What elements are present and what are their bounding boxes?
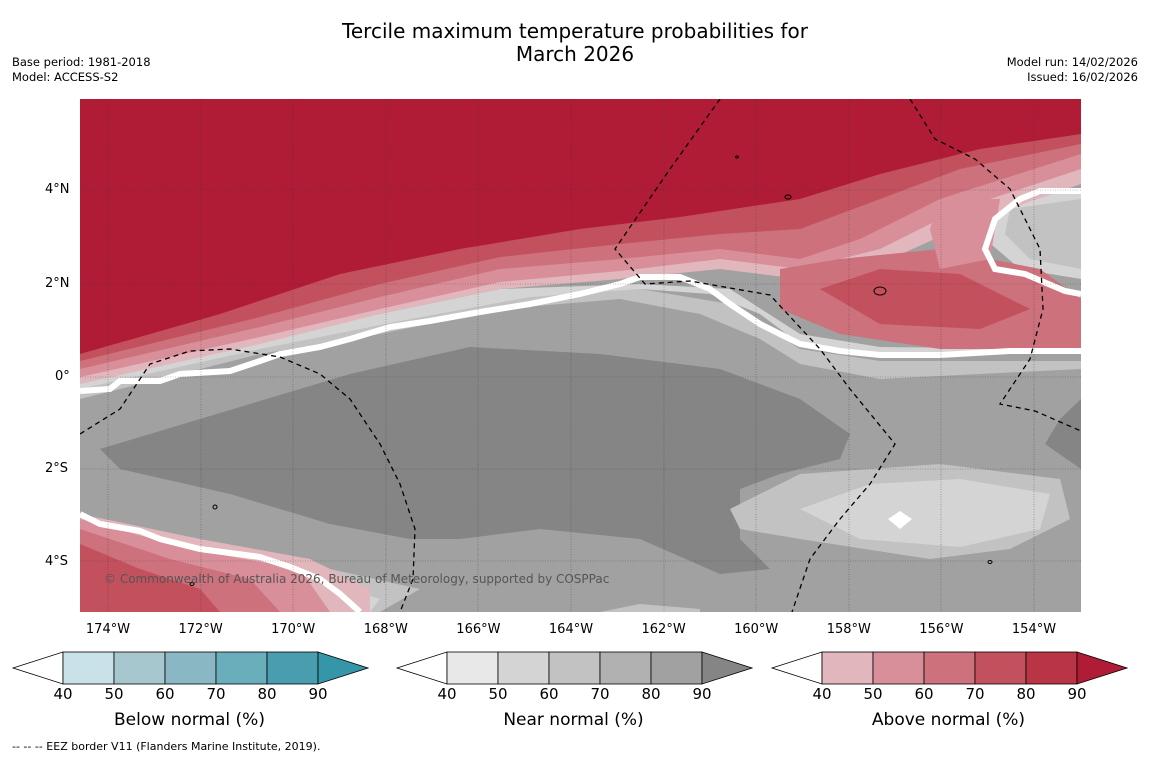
colorbar-arrow-high [317, 651, 369, 685]
colorbar [396, 651, 753, 685]
colorbar [771, 651, 1128, 685]
islands [189, 155, 993, 586]
lat-label: 0° [55, 369, 70, 384]
colorbar-tick: 60 [155, 685, 175, 703]
colorbar-tick: 50 [488, 685, 508, 703]
lon-label: 158°W [826, 622, 871, 637]
colorbar-tick: 40 [53, 685, 73, 703]
colorbar-tick: 80 [257, 685, 277, 703]
lon-label: 156°W [919, 622, 964, 637]
colorbar-title: Above normal (%) [871, 710, 1026, 730]
colorbar-segment [446, 651, 499, 685]
map-gridlines [80, 99, 1081, 612]
above-normal-east-60 [930, 199, 1000, 269]
near-normal-east-mid [1005, 199, 1081, 269]
colorbar-tick: 70 [206, 685, 226, 703]
lon-label: 164°W [548, 622, 594, 637]
colorbar-tick: 50 [104, 685, 124, 703]
colorbar-tick: 80 [641, 685, 661, 703]
lon-label: 154°W [1011, 622, 1057, 637]
chart-title-line1: Tercile maximum temperature probabilitie… [342, 19, 808, 43]
colorbar-arrow-high [701, 651, 753, 685]
colorbar-tick: 50 [863, 685, 883, 703]
colorbar-tick: 90 [692, 685, 712, 703]
lat-label: 2°S [45, 461, 69, 476]
colorbar-segment [1025, 651, 1078, 685]
base-period-text: Base period: 1981-2018 [12, 55, 151, 69]
boundary-40-north [80, 274, 1081, 394]
copyright-text: © Commonwealth of Australia 2026, Bureau… [104, 572, 610, 586]
colorbar-arrow-low [771, 651, 823, 685]
colorbar-title: Near normal (%) [503, 710, 644, 730]
colorbar-segment [266, 651, 319, 685]
colorbar-arrow-low [12, 651, 64, 685]
chart-title-line2: March 2026 [515, 42, 635, 66]
lon-label: 168°W [363, 622, 408, 637]
issued-text: Issued: 16/02/2026 [1027, 70, 1138, 84]
colorbar-segment [62, 651, 115, 685]
lon-label: 160°W [734, 622, 779, 637]
near-normal-south-white [888, 511, 912, 529]
colorbar-tick: 70 [590, 685, 610, 703]
lat-label: 4°S [45, 554, 69, 569]
model-text: Model: ACCESS-S2 [12, 70, 119, 84]
eez-footnote: -- -- -- EEZ border V11 (Flanders Marine… [12, 740, 321, 753]
near-normal-south-bottom [600, 604, 700, 612]
probability-map [80, 99, 1081, 612]
colorbar-segment [974, 651, 1027, 685]
colorbar-segment [215, 651, 268, 685]
near-normal-south-lighter [800, 479, 1050, 547]
colorbar-segment [821, 651, 874, 685]
lon-label: 172°W [178, 622, 223, 637]
boundary-40-east [981, 188, 1081, 297]
colorbar-segment [497, 651, 550, 685]
near-normal-80-east-area [1045, 399, 1081, 469]
lat-label: 4°N [45, 182, 70, 197]
colorbar-tick: 40 [437, 685, 457, 703]
colorbar-tick: 60 [539, 685, 559, 703]
boundary-40-south [80, 511, 363, 612]
lon-label: 174°W [85, 622, 131, 637]
above-normal-90-area [80, 99, 1081, 354]
colorbar-tick: 60 [914, 685, 934, 703]
eez-borders [80, 99, 1081, 612]
lon-label: 166°W [456, 622, 501, 637]
colorbar-segment [548, 651, 601, 685]
colorbar-tick: 90 [1067, 685, 1087, 703]
colorbar-arrow-low [396, 651, 448, 685]
colorbar [12, 651, 369, 685]
colorbar-tick: 40 [812, 685, 832, 703]
colorbar-segment [599, 651, 652, 685]
colorbar-segment [113, 651, 166, 685]
near-normal-80-area [100, 347, 850, 574]
lon-label: 170°W [271, 622, 316, 637]
colorbar-tick: 80 [1016, 685, 1036, 703]
colorbar-segment [650, 651, 703, 685]
colorbar-segment [164, 651, 217, 685]
colorbar-segment [923, 651, 976, 685]
model-run-text: Model run: 14/02/2026 [1006, 55, 1138, 69]
lon-label: 162°W [641, 622, 686, 637]
lat-label: 2°N [45, 276, 70, 291]
colorbar-title: Below normal (%) [114, 710, 265, 730]
colorbar-arrow-high [1076, 651, 1128, 685]
colorbar-segment [872, 651, 925, 685]
colorbar-tick: 70 [965, 685, 985, 703]
colorbar-tick: 90 [308, 685, 328, 703]
